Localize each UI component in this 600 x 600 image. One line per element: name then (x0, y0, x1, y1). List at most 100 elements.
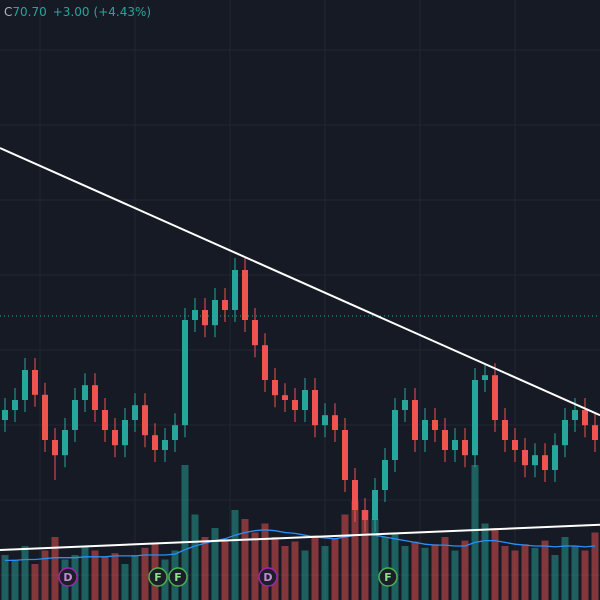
event-marker (58, 567, 78, 587)
candle-body (142, 405, 148, 436)
candle-body (372, 490, 378, 520)
candle-body (562, 420, 568, 446)
volume-bar (201, 537, 209, 600)
candle-body (502, 420, 508, 440)
volume-bar (451, 550, 459, 600)
candle-body (292, 400, 298, 410)
candle-body (212, 300, 218, 326)
event-marker (168, 567, 188, 587)
candle-body (322, 415, 328, 426)
candle-body (542, 455, 548, 470)
volume-bar (231, 510, 239, 600)
candle-body (112, 430, 118, 446)
volume-bar (461, 540, 469, 600)
candle-body (182, 320, 188, 426)
volume-bar (521, 544, 529, 600)
candle-body (442, 430, 448, 450)
volume-bar (321, 546, 329, 600)
candle-body (312, 390, 318, 426)
candle-body (532, 455, 538, 466)
event-marker (148, 567, 168, 587)
candle-body (272, 380, 278, 396)
volume-bar (51, 537, 59, 600)
volume-bar (401, 546, 409, 600)
candle-body (62, 430, 68, 456)
volume-bar (41, 550, 49, 600)
candle-body (82, 385, 88, 400)
candle-body (92, 385, 98, 410)
event-label: F (384, 571, 392, 584)
volume-ma-line (5, 529, 596, 562)
volume-bar (441, 537, 449, 600)
volume-bar (411, 541, 419, 600)
volume-bar (211, 528, 219, 600)
volume-bar (261, 523, 269, 600)
candle-body (242, 270, 248, 320)
volume-bar (541, 540, 549, 600)
candle-body (302, 390, 308, 410)
volume-bar (361, 510, 369, 600)
volume-bar (571, 546, 579, 600)
change-pct: (+4.43%) (94, 5, 152, 19)
candle-body (452, 440, 458, 450)
candle-body (362, 510, 368, 520)
close-value: 70.70 (12, 5, 46, 19)
volume-bar (121, 564, 129, 600)
candle-body (262, 345, 268, 380)
volume-bar (191, 514, 199, 600)
volume-bar (241, 519, 249, 600)
volume-bar (301, 550, 309, 600)
candle-body (42, 394, 48, 440)
volume-bar (101, 556, 109, 600)
candle-body (162, 440, 168, 450)
event-label: F (174, 571, 182, 584)
volume-pane (1, 465, 599, 600)
volume-bar (1, 555, 9, 600)
volume-bar (561, 537, 569, 600)
trendline (0, 523, 600, 551)
candle-body (132, 405, 138, 420)
candle-body (402, 400, 408, 410)
candle-body (382, 460, 388, 490)
volume-bar (251, 532, 259, 600)
volume-bar (331, 538, 339, 600)
volume-bar (471, 465, 479, 600)
volume-bar (11, 559, 19, 600)
candle-body (102, 410, 108, 430)
volume-bar (291, 541, 299, 600)
change: +3.00 (53, 5, 90, 19)
candle-body (432, 420, 438, 430)
candle-body (232, 270, 238, 310)
volume-bar (221, 541, 229, 600)
candle-body (152, 435, 158, 450)
volume-bar (581, 550, 589, 600)
candle-body (462, 440, 468, 456)
volume-bar (141, 547, 149, 600)
volume-bar (591, 532, 599, 600)
candle-body (552, 445, 558, 470)
volume-bar (351, 501, 359, 600)
volume-bar (431, 544, 439, 600)
event-label: F (154, 571, 162, 584)
candle-body (592, 425, 598, 440)
candle-body (192, 310, 198, 320)
candle-body (202, 310, 208, 326)
candle-body (72, 400, 78, 430)
volume-bar (31, 564, 39, 600)
volume-bar (181, 465, 189, 600)
candle-body (342, 430, 348, 480)
volume-bar (391, 532, 399, 600)
event-marker (378, 567, 398, 587)
candle-body (22, 370, 28, 400)
volume-bar (481, 523, 489, 600)
candle-body (252, 320, 258, 346)
volume-bar (371, 519, 379, 600)
volume-bar (531, 547, 539, 600)
event-marker (258, 567, 278, 587)
volume-bar (551, 555, 559, 600)
volume-bar (131, 555, 139, 600)
